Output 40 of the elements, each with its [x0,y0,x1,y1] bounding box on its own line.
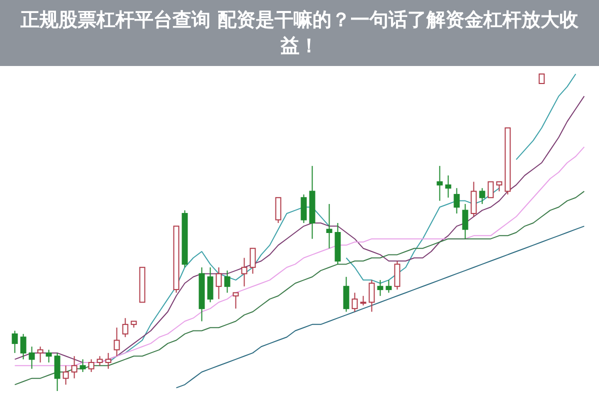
candlestick [250,248,256,274]
candlestick [54,352,60,392]
candlestick [275,197,282,224]
candlestick [232,292,239,310]
candlestick [46,349,52,363]
candlestick [488,181,494,198]
candlestick [479,188,486,204]
candlestick [62,365,69,386]
candlestick [80,358,86,372]
candlestick [12,330,18,354]
candlestick [96,356,103,366]
candlestick [300,194,307,224]
candlestick [343,276,350,312]
candlestick [207,266,214,303]
candlestick [377,280,384,296]
candlestick [368,280,375,312]
candlestick [28,346,35,370]
candlestick [394,260,400,290]
candlestick [114,327,120,357]
candlestick [470,181,477,218]
candlestick [445,174,452,198]
candlestick [462,203,468,240]
candlestick [88,358,94,372]
candlestick [454,188,460,214]
candlestick [352,292,358,312]
candlestick [216,266,222,300]
candlestick [538,74,545,84]
candlestick [224,270,230,294]
candlestick [241,257,248,287]
candlestick [122,318,128,338]
candlestick [326,203,332,249]
candlestick [105,352,112,370]
candlestick [496,181,502,192]
candlestick [37,346,44,363]
chart-title: 正规股票杠杆平台查询 配资是干嘛的？一句话了解资金杠杆放大收益！ [0,0,599,66]
candlestick [360,295,366,306]
candlestick [71,356,78,379]
candlestick [20,333,26,360]
candlestick [386,280,392,294]
candlestick [436,165,443,202]
